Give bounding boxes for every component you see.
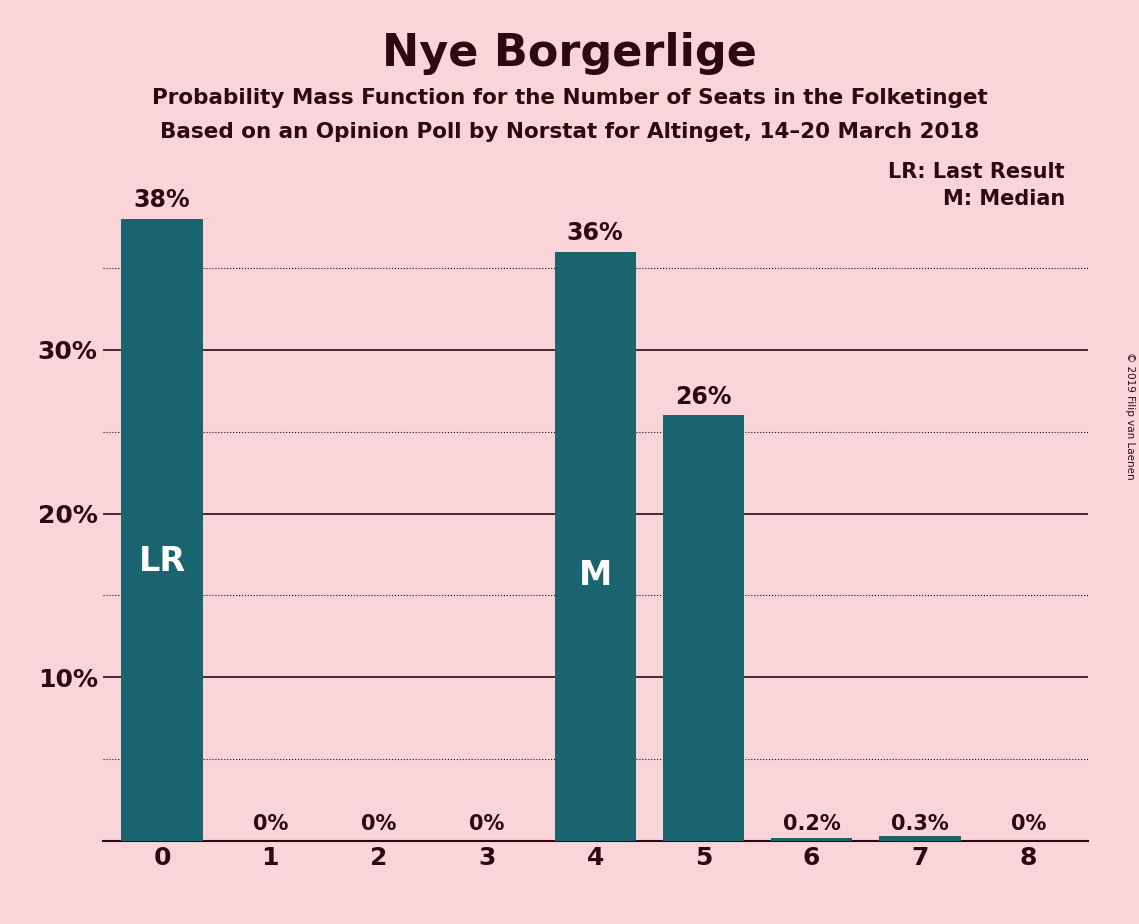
Text: Nye Borgerlige: Nye Borgerlige [382, 32, 757, 76]
Bar [122, 219, 203, 841]
Bar [663, 416, 744, 841]
Text: M: M [579, 559, 612, 592]
Text: 0.2%: 0.2% [782, 814, 841, 834]
Text: 38%: 38% [133, 188, 190, 213]
Text: 0%: 0% [1010, 814, 1046, 834]
Text: 0%: 0% [253, 814, 288, 834]
Text: LR: LR [139, 544, 186, 578]
Text: 0.3%: 0.3% [891, 814, 949, 834]
Text: Probability Mass Function for the Number of Seats in the Folketinget: Probability Mass Function for the Number… [151, 88, 988, 108]
Bar [879, 836, 960, 841]
Text: 36%: 36% [567, 221, 623, 245]
Text: Based on an Opinion Poll by Norstat for Altinget, 14–20 March 2018: Based on an Opinion Poll by Norstat for … [159, 122, 980, 142]
Text: 0%: 0% [469, 814, 505, 834]
Bar [555, 251, 636, 841]
Text: M: Median: M: Median [943, 189, 1065, 210]
Text: © 2019 Filip van Laenen: © 2019 Filip van Laenen [1125, 352, 1134, 480]
Text: 26%: 26% [675, 384, 731, 408]
Bar [771, 837, 852, 841]
Text: 0%: 0% [361, 814, 396, 834]
Text: LR: Last Result: LR: Last Result [888, 162, 1065, 182]
